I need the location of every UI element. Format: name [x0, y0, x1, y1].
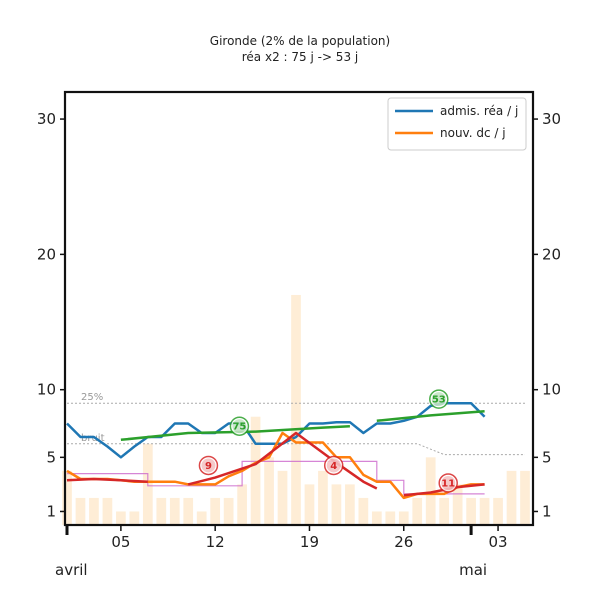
legend: admis. réa / j nouv. dc / j — [387, 97, 527, 151]
bar — [398, 511, 409, 525]
bar — [371, 511, 382, 525]
annotation-label: 9 — [205, 461, 212, 472]
reference-lines: 25% bruit — [67, 392, 525, 456]
annotation-label: 75 — [232, 422, 246, 433]
bar — [466, 497, 476, 525]
trend-line — [120, 424, 350, 442]
bar — [345, 484, 355, 525]
bar — [196, 511, 207, 525]
chart-title: Gironde (2% de la population) — [210, 34, 390, 48]
bar — [412, 497, 423, 525]
y-tick-label-right: 30 — [542, 110, 561, 128]
trend-line — [376, 410, 485, 423]
annotation-badge — [429, 389, 449, 409]
x-tick-label: 05 — [111, 533, 130, 551]
annotation-badge-fill — [326, 458, 341, 473]
bar — [291, 294, 301, 525]
annotation-label: 4 — [330, 461, 337, 472]
annotation-badge — [229, 416, 250, 436]
reference-line-label: bruit — [81, 433, 105, 444]
bar — [425, 457, 436, 525]
bar — [237, 484, 247, 525]
chart-subtitle: réa x2 : 75 j -> 53 j — [242, 50, 358, 64]
bar — [331, 484, 342, 525]
annotation-badge-fill — [232, 419, 247, 434]
y-tick-label-left: 30 — [37, 110, 56, 128]
x-tick-label: 26 — [394, 533, 413, 551]
y-tick-label-right: 5 — [542, 448, 552, 466]
x-tick-label: 19 — [300, 533, 319, 551]
bar — [506, 470, 517, 525]
x-month-label: mai — [459, 561, 487, 579]
trend-line — [187, 431, 378, 490]
bar — [493, 497, 503, 525]
series-line-dc — [66, 431, 485, 500]
bar — [102, 497, 113, 525]
y-tick-label-left: 10 — [37, 381, 56, 399]
annotation-badge-fill — [201, 458, 216, 473]
legend-label-admis: admis. réa / j — [440, 104, 518, 118]
bar — [264, 457, 274, 525]
bar — [358, 497, 369, 525]
annotation-badge-fill — [441, 476, 456, 491]
bar — [452, 484, 463, 525]
bar — [520, 470, 530, 525]
annotation-badge-fill — [431, 392, 446, 407]
bar — [250, 416, 261, 525]
bar — [75, 497, 86, 525]
bar — [439, 497, 450, 525]
bar — [62, 470, 72, 525]
bar — [223, 497, 234, 525]
annotation-label: 53 — [432, 395, 446, 406]
trend-line — [66, 477, 148, 483]
bar — [89, 497, 99, 525]
annotation-badge — [323, 455, 344, 476]
bar — [304, 484, 315, 525]
y-tick-label-right: 10 — [542, 381, 561, 399]
step-lines — [67, 460, 485, 495]
bars-layer — [62, 294, 530, 525]
x-tick-label: 12 — [206, 533, 225, 551]
y-tick-label-left: 5 — [46, 448, 56, 466]
bar — [129, 511, 140, 525]
y-tick-label-right: 20 — [542, 245, 561, 263]
bar — [318, 470, 328, 525]
annotation-label: 11 — [441, 479, 455, 490]
x-tick-label: 03 — [489, 533, 508, 551]
bar — [385, 511, 396, 525]
reference-line — [67, 443, 525, 456]
x-month-label: avril — [55, 561, 88, 579]
y-tick-label-left: 1 — [46, 502, 56, 520]
reference-line-label: 25% — [81, 392, 103, 403]
bar — [169, 497, 180, 525]
bar — [156, 497, 167, 525]
y-tick-label-right: 1 — [542, 502, 552, 520]
trend-lines — [66, 410, 485, 497]
bar — [183, 497, 194, 525]
x-axis: 05 12 19 26 03 avril mai — [55, 525, 508, 579]
y-tick-label-left: 20 — [37, 245, 56, 263]
bar — [479, 497, 490, 525]
annotation-badge — [198, 455, 219, 476]
bar — [116, 511, 126, 525]
bar — [277, 470, 288, 525]
step-line — [67, 460, 485, 495]
annotation-badge — [438, 473, 458, 493]
legend-label-dc: nouv. dc / j — [440, 126, 506, 140]
annotations: 75 53 9 4 11 — [198, 389, 458, 493]
bar — [210, 497, 221, 525]
plot-frame — [63, 90, 535, 527]
